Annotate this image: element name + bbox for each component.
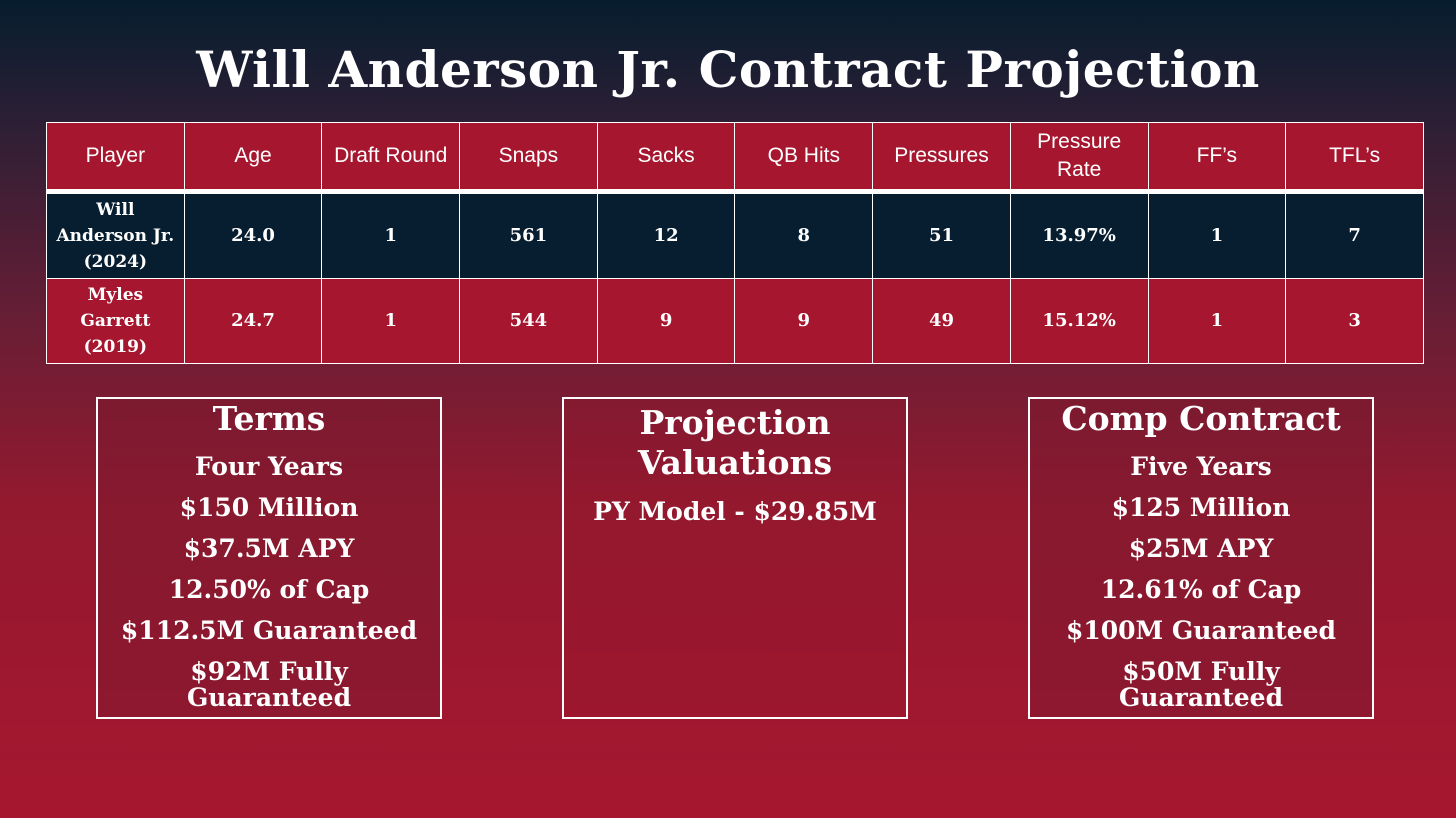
header-pressures: Pressures — [872, 122, 1011, 192]
table-row: Myles Garrett (2019) 24.7 1 544 9 9 49 1… — [46, 278, 1424, 364]
terms-fully-guaranteed: $92M Fully Guaranteed — [186, 657, 352, 712]
header-snaps: Snaps — [459, 122, 598, 192]
header-player: Player — [46, 122, 185, 192]
comp-cap-percent: 12.61% of Cap — [1100, 575, 1302, 604]
table-row: Will Anderson Jr. (2024) 24.0 1 561 12 8… — [46, 191, 1424, 279]
projection-model-value: PY Model - $29.85M — [593, 497, 877, 526]
terms-cap-percent: 12.50% of Cap — [168, 575, 370, 604]
terms-total: $150 Million — [179, 493, 359, 522]
cell-ffs: 1 — [1147, 278, 1287, 364]
cell-ffs: 1 — [1147, 191, 1287, 279]
header-age: Age — [183, 122, 323, 192]
cell-age: 24.0 — [183, 191, 323, 279]
header-draft-round: Draft Round — [321, 122, 461, 192]
projection-title: Projection Valuations — [637, 403, 833, 482]
header-pressure-rate: Pressure Rate — [1009, 122, 1149, 192]
cell-pressure-rate: 15.12% — [1009, 278, 1149, 364]
terms-box: Terms Four Years $150 Million $37.5M APY… — [96, 397, 442, 719]
cell-qb-hits: 8 — [734, 191, 874, 279]
cell-draft-round: 1 — [321, 191, 461, 279]
cell-snaps: 561 — [459, 191, 598, 279]
comp-fully-guaranteed: $50M Fully Guaranteed — [1118, 657, 1284, 712]
terms-title: Terms — [212, 399, 326, 438]
cell-sacks: 12 — [596, 191, 736, 279]
terms-guaranteed: $112.5M Guaranteed — [120, 616, 418, 645]
table-header-row: Player Age Draft Round Snaps Sacks QB Hi… — [46, 122, 1424, 192]
cell-tfls: 3 — [1285, 278, 1424, 364]
page-title: Will Anderson Jr. Contract Projection — [196, 40, 1260, 99]
stats-table: Player Age Draft Round Snaps Sacks QB Hi… — [46, 122, 1424, 364]
cell-sacks: 9 — [596, 278, 736, 364]
cell-qb-hits: 9 — [734, 278, 874, 364]
cell-snaps: 544 — [459, 278, 598, 364]
header-tfls: TFL’s — [1285, 122, 1424, 192]
cell-tfls: 7 — [1285, 191, 1424, 279]
cell-pressure-rate: 13.97% — [1009, 191, 1149, 279]
terms-years: Four Years — [194, 452, 344, 481]
terms-apy: $37.5M APY — [183, 534, 355, 563]
comp-contract-box: Comp Contract Five Years $125 Million $2… — [1028, 397, 1374, 719]
comp-apy: $25M APY — [1128, 534, 1274, 563]
cell-pressures: 49 — [872, 278, 1011, 364]
comp-guaranteed: $100M Guaranteed — [1065, 616, 1337, 645]
header-sacks: Sacks — [596, 122, 736, 192]
projection-box: Projection Valuations PY Model - $29.85M — [562, 397, 908, 719]
header-qb-hits: QB Hits — [734, 122, 874, 192]
comp-years: Five Years — [1130, 452, 1272, 481]
cell-age: 24.7 — [183, 278, 323, 364]
comp-total: $125 Million — [1111, 493, 1291, 522]
header-ffs: FF’s — [1147, 122, 1287, 192]
cell-pressures: 51 — [872, 191, 1011, 279]
cell-player: Myles Garrett (2019) — [46, 278, 185, 364]
cell-player: Will Anderson Jr. (2024) — [46, 191, 185, 279]
comp-title: Comp Contract — [1061, 399, 1341, 438]
cell-draft-round: 1 — [321, 278, 461, 364]
